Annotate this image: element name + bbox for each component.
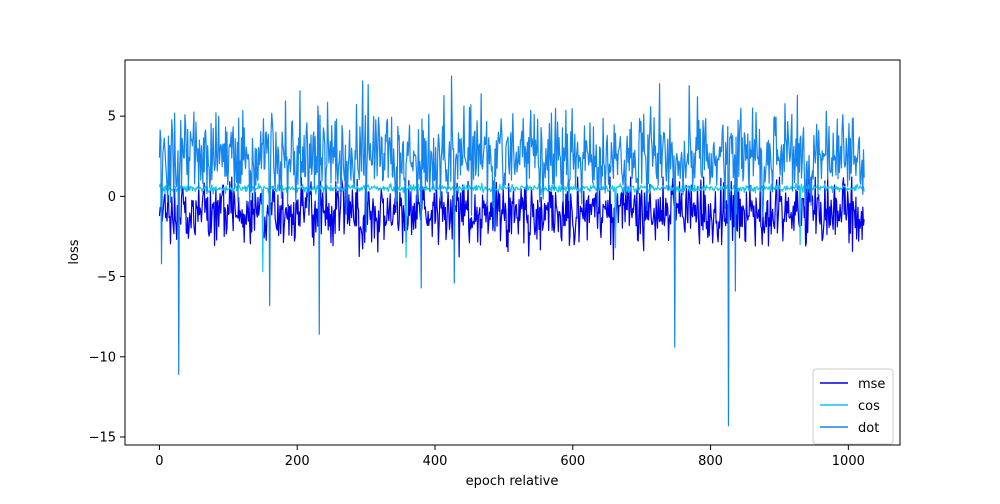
legend: mse cos dot [812,368,894,445]
series-line-dot [158,75,865,427]
x-axis: 0 200 400 600 800 1000 [155,445,865,469]
x-tick-label: 800 [698,454,723,469]
x-tick-label: 1000 [832,454,865,469]
plot-frame [124,59,901,446]
legend-label-cos: cos [858,399,880,414]
y-tick-label: −5 [97,270,116,285]
y-axis-label: loss [67,239,82,264]
series-line-cos [158,181,865,273]
y-tick-label: 5 [108,110,116,125]
x-tick-label: 600 [560,454,585,469]
y-tick-label: 0 [108,190,116,205]
y-tick-label: −10 [89,350,116,365]
x-tick-label: 400 [423,454,448,469]
series-layer [158,75,865,427]
x-tick-label: 0 [155,454,163,469]
x-axis-label: epoch relative [466,474,559,489]
legend-frame [812,368,894,445]
legend-label-dot: dot [858,421,879,436]
x-tick-label: 200 [285,454,310,469]
y-axis: −15 −10 −5 0 5 [89,110,125,445]
y-tick-label: −15 [89,430,116,445]
series-line-mse [158,176,865,261]
legend-label-mse: mse [858,377,885,392]
